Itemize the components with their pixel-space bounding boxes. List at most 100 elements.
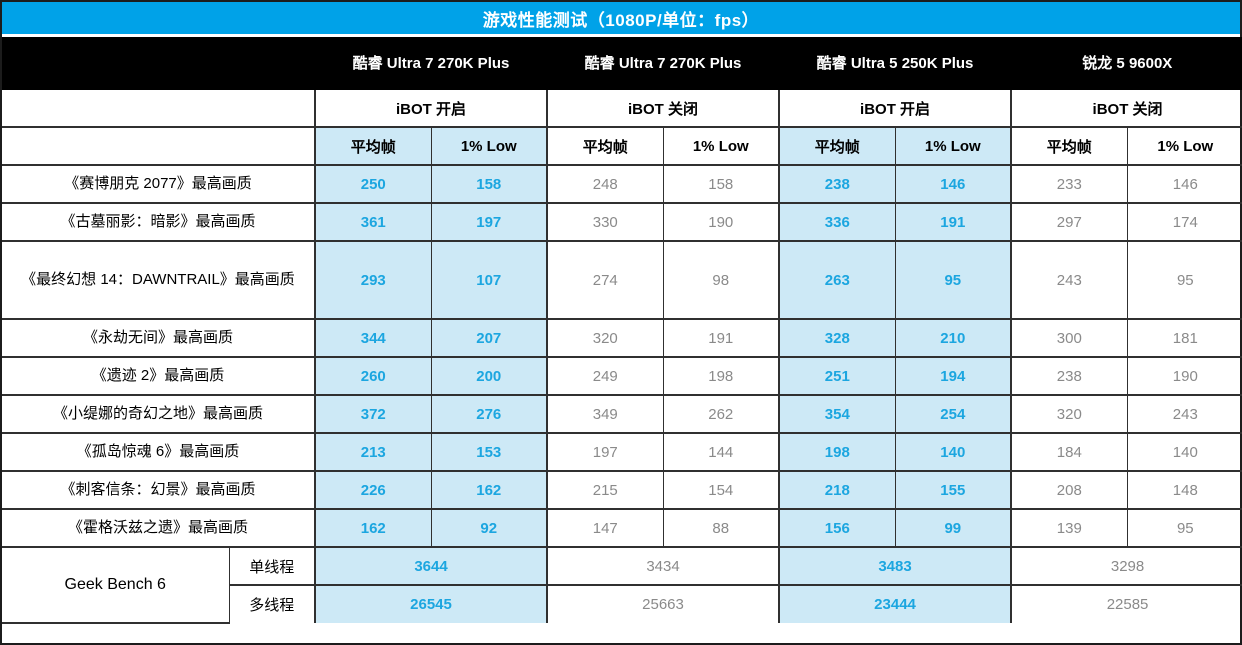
low-fps-value-cell: 88 — [662, 508, 780, 548]
avg-fps-value-cell: 248 — [546, 164, 664, 204]
corner-cell-empty — [2, 126, 316, 166]
avg-fps-value-cell: 218 — [778, 470, 896, 510]
benchmark-score-cell: 3644 — [313, 546, 548, 586]
avg-fps-value-cell: 147 — [546, 508, 664, 548]
low-fps-value-cell: 92 — [430, 508, 548, 548]
benchmark-name-cell: Geek Bench 6 — [2, 546, 230, 624]
benchmark-score-cell: 26545 — [313, 584, 548, 623]
table-body: 酷睿 Ultra 7 270K Plus 酷睿 Ultra 7 270K Plus… — [2, 37, 1242, 624]
avg-fps-value-cell: 238 — [1010, 356, 1128, 396]
low-fps-value-cell: 158 — [430, 164, 548, 204]
avg-fps-value-cell: 274 — [546, 240, 664, 320]
low-fps-value-cell: 254 — [894, 394, 1012, 434]
game-label-cell: 《永劫无间》最高画质 — [2, 318, 316, 358]
low-fps-value-cell: 146 — [894, 164, 1012, 204]
avg-fps-value-cell: 260 — [314, 356, 432, 396]
avg-fps-header-cell: 平均帧 — [546, 126, 664, 166]
low-fps-value-cell: 155 — [894, 470, 1012, 510]
low-fps-header-cell: 1% Low — [662, 126, 780, 166]
low-fps-value-cell: 174 — [1126, 202, 1242, 242]
thread-mode-cell: 单线程 — [228, 546, 316, 586]
cpu-header-row: 酷睿 Ultra 7 270K Plus 酷睿 Ultra 7 270K Plus… — [2, 37, 1242, 90]
corner-cell-empty — [2, 88, 316, 128]
avg-fps-value-cell: 238 — [778, 164, 896, 204]
low-fps-value-cell: 99 — [894, 508, 1012, 548]
game-row: 《赛博朋克 2077》最高画质 250 158 248 158 238 146 233 146 — [2, 164, 1242, 204]
benchmark-score-cell: 25663 — [546, 584, 780, 623]
avg-fps-value-cell: 243 — [1010, 240, 1128, 320]
low-fps-value-cell: 140 — [1126, 432, 1242, 472]
avg-fps-value-cell: 197 — [546, 432, 664, 472]
avg-fps-value-cell: 226 — [314, 470, 432, 510]
avg-fps-value-cell: 300 — [1010, 318, 1128, 358]
low-fps-value-cell: 191 — [894, 202, 1012, 242]
avg-fps-value-cell: 156 — [778, 508, 896, 548]
benchmark-score-cell: 22585 — [1010, 584, 1242, 623]
low-fps-header-cell: 1% Low — [430, 126, 548, 166]
ibot-mode-cell: iBOT 关闭 — [546, 88, 780, 128]
ibot-mode-cell: iBOT 开启 — [778, 88, 1012, 128]
low-fps-header-cell: 1% Low — [1126, 126, 1242, 166]
benchmark-score-cell: 23444 — [778, 584, 1012, 623]
low-fps-value-cell: 262 — [662, 394, 780, 434]
ibot-mode-row: iBOT 开启 iBOT 关闭 iBOT 开启 iBOT 关闭 — [2, 88, 1242, 128]
corner-cell-black — [2, 37, 316, 90]
game-label-cell: 《遗迹 2》最高画质 — [2, 356, 316, 396]
game-label-cell: 《最终幻想 14：DAWNTRAIL》最高画质 — [2, 240, 316, 320]
avg-fps-value-cell: 250 — [314, 164, 432, 204]
low-fps-value-cell: 276 — [430, 394, 548, 434]
avg-fps-value-cell: 249 — [546, 356, 664, 396]
avg-fps-value-cell: 198 — [778, 432, 896, 472]
avg-fps-value-cell: 330 — [546, 202, 664, 242]
game-label-cell: 《小缇娜的奇幻之地》最高画质 — [2, 394, 316, 434]
game-row: 《刺客信条：幻景》最高画质 226 162 215 154 218 155 208 148 — [2, 470, 1242, 510]
ibot-mode-cell: iBOT 关闭 — [1010, 88, 1242, 128]
avg-fps-value-cell: 213 — [314, 432, 432, 472]
game-row: 《古墓丽影：暗影》最高画质 361 197 330 190 336 191 297 174 — [2, 202, 1242, 242]
avg-fps-value-cell: 320 — [1010, 394, 1128, 434]
game-label-cell: 《孤岛惊魂 6》最高画质 — [2, 432, 316, 472]
thread-mode-cell: 多线程 — [229, 584, 316, 623]
cpu-header-cell: 锐龙 5 9600X — [1010, 37, 1242, 90]
avg-fps-value-cell: 184 — [1010, 432, 1128, 472]
game-label-cell: 《赛博朋克 2077》最高画质 — [2, 164, 316, 204]
avg-fps-value-cell: 349 — [546, 394, 664, 434]
avg-fps-header-cell: 平均帧 — [314, 126, 432, 166]
ibot-mode-cell: iBOT 开启 — [313, 88, 548, 128]
low-fps-value-cell: 197 — [430, 202, 548, 242]
game-label-cell: 《刺客信条：幻景》最高画质 — [2, 470, 316, 510]
game-row: 《遗迹 2》最高画质 260 200 249 198 251 194 238 190 — [2, 356, 1242, 396]
benchmark-row: 多线程 26545 25663 23444 22585 — [2, 584, 1242, 623]
low-fps-value-cell: 162 — [430, 470, 548, 510]
table-title-bar: 游戏性能测试（1080P/单位：fps） — [2, 2, 1240, 34]
low-fps-value-cell: 210 — [894, 318, 1012, 358]
low-fps-value-cell: 198 — [662, 356, 780, 396]
benchmark-results-table: 酷睿 Ultra 7 270K Plus 酷睿 Ultra 7 270K Plus… — [2, 37, 1242, 624]
table-title: 游戏性能测试（1080P/单位：fps） — [482, 10, 760, 30]
low-fps-header-cell: 1% Low — [894, 126, 1012, 166]
game-row: 《小缇娜的奇幻之地》最高画质 372 276 349 262 354 254 320 243 — [2, 394, 1242, 434]
low-fps-value-cell: 243 — [1126, 394, 1242, 434]
game-row: 《永劫无间》最高画质 344 207 320 191 328 210 300 181 — [2, 318, 1242, 358]
avg-fps-value-cell: 215 — [546, 470, 664, 510]
low-fps-value-cell: 98 — [662, 240, 780, 320]
low-fps-value-cell: 95 — [894, 240, 1012, 320]
benchmark-score-cell: 3483 — [778, 546, 1012, 586]
avg-fps-value-cell: 344 — [314, 318, 432, 358]
game-row: 《最终幻想 14：DAWNTRAIL》最高画质 293 107 274 98 263 95 2… — [2, 240, 1242, 320]
metric-header-row: 平均帧 1% Low 平均帧 1% Low 平均帧 1% Low 平均帧 1% Low — [2, 126, 1242, 166]
avg-fps-value-cell: 293 — [314, 240, 432, 320]
avg-fps-value-cell: 361 — [314, 202, 432, 242]
avg-fps-value-cell: 297 — [1010, 202, 1128, 242]
avg-fps-header-cell: 平均帧 — [1010, 126, 1128, 166]
avg-fps-value-cell: 139 — [1010, 508, 1128, 548]
cpu-header-cell: 酷睿 Ultra 7 270K Plus — [314, 37, 548, 90]
avg-fps-value-cell: 208 — [1010, 470, 1128, 510]
low-fps-value-cell: 148 — [1126, 470, 1242, 510]
avg-fps-value-cell: 372 — [314, 394, 432, 434]
low-fps-value-cell: 95 — [1126, 240, 1242, 320]
low-fps-value-cell: 140 — [894, 432, 1012, 472]
avg-fps-value-cell: 328 — [778, 318, 896, 358]
low-fps-value-cell: 154 — [662, 470, 780, 510]
